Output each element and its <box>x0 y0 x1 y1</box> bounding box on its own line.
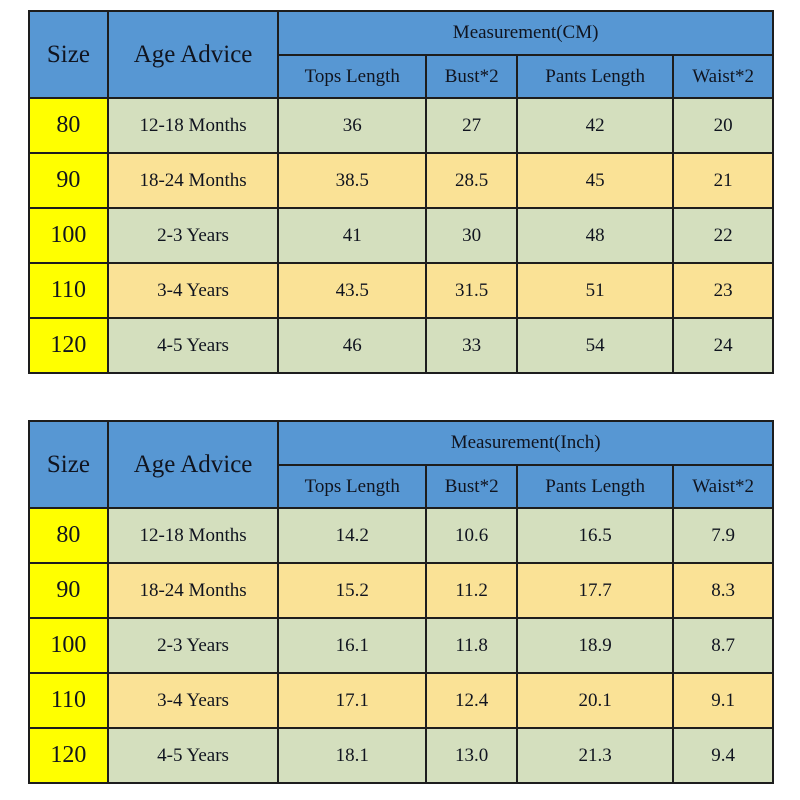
table-row: 120 4-5 Years 18.1 13.0 21.3 9.4 <box>28 727 774 784</box>
tops-length-cell: 38.5 <box>277 152 428 209</box>
tops-length-cell: 36 <box>277 97 428 154</box>
size-table-cm: Size Age Advice Measurement(CM) Tops Len… <box>28 10 774 374</box>
cm-measurement-group-header: Measurement(CM) <box>277 10 774 56</box>
size-cell: 110 <box>28 262 109 319</box>
size-cell: 100 <box>28 617 109 674</box>
inch-tops-length-header: Tops Length <box>277 464 428 509</box>
bust-cell: 12.4 <box>425 672 519 729</box>
age-cell: 3-4 Years <box>106 262 280 319</box>
size-cell: 80 <box>28 507 109 564</box>
pants-length-cell: 16.5 <box>516 507 675 564</box>
waist-cell: 8.7 <box>672 617 774 674</box>
waist-cell: 8.3 <box>672 562 774 619</box>
table-row: 90 18-24 Months 38.5 28.5 45 21 <box>28 152 774 209</box>
bust-cell: 13.0 <box>425 727 519 784</box>
size-cell: 110 <box>28 672 109 729</box>
inch-age-advice-column-header: Age Advice <box>106 420 280 509</box>
age-cell: 12-18 Months <box>106 97 280 154</box>
size-cell: 90 <box>28 562 109 619</box>
age-cell: 2-3 Years <box>106 207 280 264</box>
pants-length-cell: 42 <box>516 97 675 154</box>
age-cell: 12-18 Months <box>106 507 280 564</box>
waist-cell: 9.4 <box>672 727 774 784</box>
table-row: 120 4-5 Years 46 33 54 24 <box>28 317 774 374</box>
size-cell: 120 <box>28 317 109 374</box>
size-table-inch: Size Age Advice Measurement(Inch) Tops L… <box>28 420 774 784</box>
cm-age-advice-column-header: Age Advice <box>106 10 280 99</box>
age-cell: 18-24 Months <box>106 562 280 619</box>
size-cell: 90 <box>28 152 109 209</box>
waist-cell: 20 <box>672 97 774 154</box>
pants-length-cell: 51 <box>516 262 675 319</box>
bust-cell: 11.2 <box>425 562 519 619</box>
inch-measurement-group-header: Measurement(Inch) <box>277 420 774 466</box>
waist-cell: 22 <box>672 207 774 264</box>
age-cell: 18-24 Months <box>106 152 280 209</box>
pants-length-cell: 20.1 <box>516 672 675 729</box>
cm-tops-length-header: Tops Length <box>277 54 428 99</box>
size-cell: 100 <box>28 207 109 264</box>
waist-cell: 24 <box>672 317 774 374</box>
bust-cell: 33 <box>425 317 519 374</box>
pants-length-cell: 21.3 <box>516 727 675 784</box>
cm-pants-length-header: Pants Length <box>516 54 675 99</box>
cm-bust-header: Bust*2 <box>425 54 519 99</box>
bust-cell: 27 <box>425 97 519 154</box>
pants-length-cell: 54 <box>516 317 675 374</box>
size-cell: 120 <box>28 727 109 784</box>
size-cell: 80 <box>28 97 109 154</box>
tops-length-cell: 16.1 <box>277 617 428 674</box>
tops-length-cell: 41 <box>277 207 428 264</box>
bust-cell: 30 <box>425 207 519 264</box>
tops-length-cell: 18.1 <box>277 727 428 784</box>
age-cell: 4-5 Years <box>106 727 280 784</box>
pants-length-cell: 45 <box>516 152 675 209</box>
pants-length-cell: 48 <box>516 207 675 264</box>
cm-size-column-header: Size <box>28 10 109 99</box>
tops-length-cell: 15.2 <box>277 562 428 619</box>
table-row: 80 12-18 Months 36 27 42 20 <box>28 97 774 154</box>
waist-cell: 23 <box>672 262 774 319</box>
age-cell: 4-5 Years <box>106 317 280 374</box>
inch-waist-header: Waist*2 <box>672 464 774 509</box>
table-row: 110 3-4 Years 43.5 31.5 51 23 <box>28 262 774 319</box>
tops-length-cell: 46 <box>277 317 428 374</box>
inch-pants-length-header: Pants Length <box>516 464 675 509</box>
age-cell: 3-4 Years <box>106 672 280 729</box>
tops-length-cell: 43.5 <box>277 262 428 319</box>
bust-cell: 28.5 <box>425 152 519 209</box>
table-row: 110 3-4 Years 17.1 12.4 20.1 9.1 <box>28 672 774 729</box>
table-row: 100 2-3 Years 41 30 48 22 <box>28 207 774 264</box>
tops-length-cell: 14.2 <box>277 507 428 564</box>
table-row: 80 12-18 Months 14.2 10.6 16.5 7.9 <box>28 507 774 564</box>
inch-bust-header: Bust*2 <box>425 464 519 509</box>
inch-size-column-header: Size <box>28 420 109 509</box>
cm-waist-header: Waist*2 <box>672 54 774 99</box>
table-row: 100 2-3 Years 16.1 11.8 18.9 8.7 <box>28 617 774 674</box>
pants-length-cell: 18.9 <box>516 617 675 674</box>
age-cell: 2-3 Years <box>106 617 280 674</box>
waist-cell: 9.1 <box>672 672 774 729</box>
bust-cell: 10.6 <box>425 507 519 564</box>
waist-cell: 7.9 <box>672 507 774 564</box>
waist-cell: 21 <box>672 152 774 209</box>
pants-length-cell: 17.7 <box>516 562 675 619</box>
bust-cell: 31.5 <box>425 262 519 319</box>
bust-cell: 11.8 <box>425 617 519 674</box>
table-row: 90 18-24 Months 15.2 11.2 17.7 8.3 <box>28 562 774 619</box>
tops-length-cell: 17.1 <box>277 672 428 729</box>
